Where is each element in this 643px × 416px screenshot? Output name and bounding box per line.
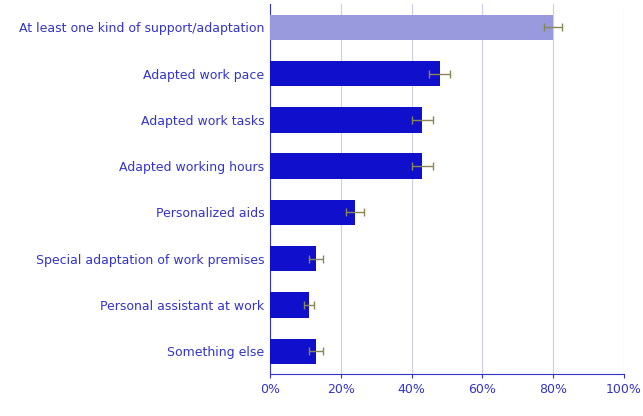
- Bar: [270, 339, 316, 364]
- Bar: [270, 15, 553, 40]
- Bar: [270, 246, 316, 271]
- Bar: [270, 292, 309, 318]
- Bar: [270, 61, 440, 86]
- Bar: [270, 154, 422, 179]
- Bar: [270, 200, 355, 225]
- Bar: [270, 107, 422, 133]
